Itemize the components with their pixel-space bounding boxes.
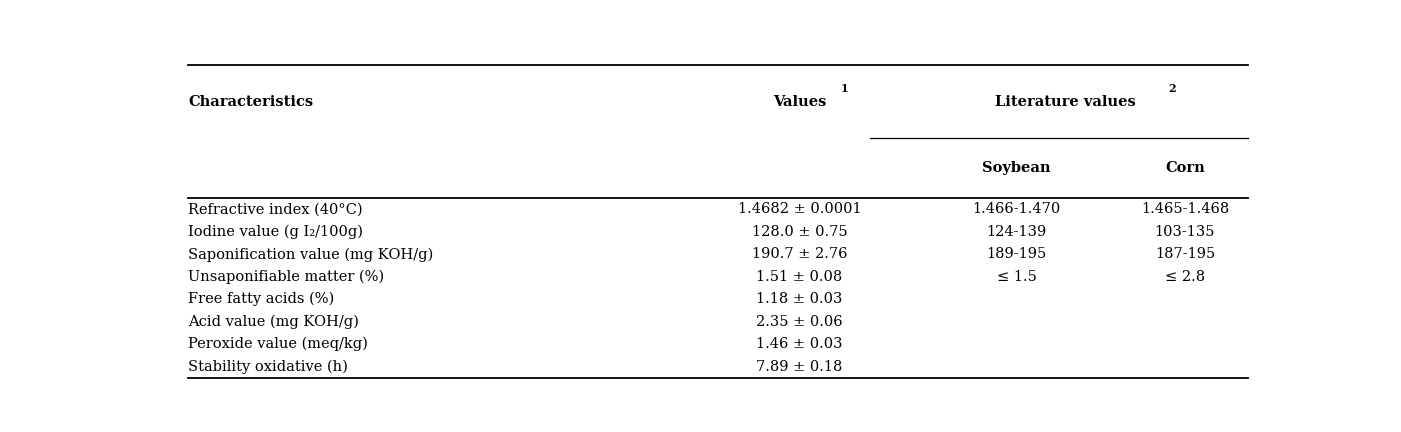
Text: 189-195: 189-195 bbox=[986, 248, 1047, 261]
Text: 1.18 ± 0.03: 1.18 ± 0.03 bbox=[757, 292, 842, 306]
Text: 128.0 ± 0.75: 128.0 ± 0.75 bbox=[751, 225, 848, 239]
Text: Saponification value (mg KOH/g): Saponification value (mg KOH/g) bbox=[188, 247, 433, 261]
Text: 103-135: 103-135 bbox=[1154, 225, 1215, 239]
Text: Soybean: Soybean bbox=[982, 161, 1051, 175]
Text: Unsaponifiable matter (%): Unsaponifiable matter (%) bbox=[188, 270, 384, 284]
Text: Stability oxidative (h): Stability oxidative (h) bbox=[188, 359, 347, 374]
Text: 1.466-1.470: 1.466-1.470 bbox=[972, 203, 1061, 216]
Text: 1.465-1.468: 1.465-1.468 bbox=[1140, 203, 1229, 216]
Text: Acid value (mg KOH/g): Acid value (mg KOH/g) bbox=[188, 314, 359, 329]
Text: 7.89 ± 0.18: 7.89 ± 0.18 bbox=[757, 359, 842, 374]
Text: Refractive index (40°C): Refractive index (40°C) bbox=[188, 203, 363, 216]
Text: Iodine value (g I₂/100g): Iodine value (g I₂/100g) bbox=[188, 225, 363, 239]
Text: 1: 1 bbox=[841, 83, 849, 94]
Text: 2: 2 bbox=[1168, 83, 1177, 94]
Text: Free fatty acids (%): Free fatty acids (%) bbox=[188, 292, 335, 306]
Text: ≤ 2.8: ≤ 2.8 bbox=[1164, 270, 1205, 284]
Text: 187-195: 187-195 bbox=[1154, 248, 1215, 261]
Text: Characteristics: Characteristics bbox=[188, 95, 314, 109]
Text: 1.46 ± 0.03: 1.46 ± 0.03 bbox=[757, 337, 842, 351]
Text: 124-139: 124-139 bbox=[986, 225, 1047, 239]
Text: 2.35 ± 0.06: 2.35 ± 0.06 bbox=[757, 314, 843, 329]
Text: Peroxide value (meq/kg): Peroxide value (meq/kg) bbox=[188, 337, 368, 351]
Text: 1.51 ± 0.08: 1.51 ± 0.08 bbox=[757, 270, 842, 284]
Text: Literature values: Literature values bbox=[995, 95, 1136, 109]
Text: Corn: Corn bbox=[1166, 161, 1205, 175]
Text: 1.4682 ± 0.0001: 1.4682 ± 0.0001 bbox=[738, 203, 862, 216]
Text: Values: Values bbox=[773, 95, 827, 109]
Text: ≤ 1.5: ≤ 1.5 bbox=[996, 270, 1037, 284]
Text: 190.7 ± 2.76: 190.7 ± 2.76 bbox=[752, 248, 848, 261]
